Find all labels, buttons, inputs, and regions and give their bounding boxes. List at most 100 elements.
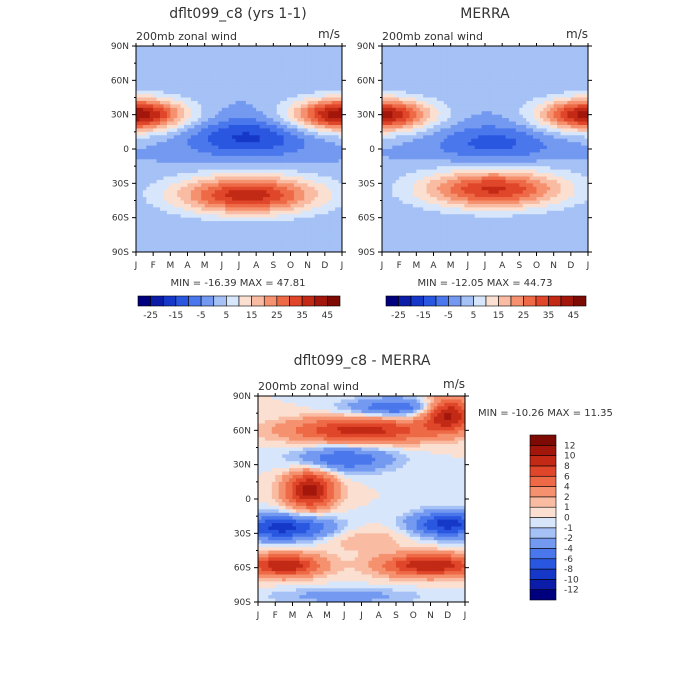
- field-cell: [321, 52, 326, 57]
- field-cell: [433, 87, 438, 92]
- field-cell: [136, 145, 140, 150]
- field-cell: [177, 104, 182, 109]
- field-cell: [184, 128, 188, 133]
- field-cell: [218, 162, 223, 167]
- field-cell: [153, 114, 157, 119]
- field-cell: [300, 166, 305, 170]
- field-cell: [252, 200, 257, 205]
- field-cell: [201, 66, 206, 71]
- field-cell: [324, 114, 329, 119]
- field-cell: [423, 214, 428, 219]
- field-cell: [450, 207, 455, 212]
- field-cell: [228, 231, 233, 236]
- field-cell: [142, 107, 147, 112]
- field-cell: [402, 56, 407, 61]
- field-cell: [184, 52, 188, 57]
- field-cell: [443, 162, 448, 167]
- field-cell: [252, 169, 257, 174]
- field-cell: [177, 59, 182, 64]
- field-cell: [252, 159, 257, 164]
- field-cell: [335, 227, 339, 232]
- field-cell: [283, 63, 288, 67]
- colorbar-swatch: [289, 295, 303, 307]
- field-cell: [180, 56, 185, 61]
- field-cell: [256, 76, 260, 81]
- field-cell: [177, 90, 182, 95]
- field-cell: [259, 59, 264, 64]
- field-cell: [297, 100, 302, 105]
- field-cell: [204, 46, 209, 50]
- field-cell: [153, 100, 157, 105]
- field-cell: [328, 149, 333, 153]
- field-cell: [146, 173, 151, 177]
- field-cell: [399, 70, 403, 74]
- field-cell: [276, 59, 281, 64]
- field-cell: [242, 207, 247, 212]
- field-cell: [228, 49, 233, 54]
- field-cell: [273, 138, 278, 143]
- field-cell: [433, 152, 438, 157]
- field-cell: [146, 94, 151, 98]
- field-cell: [423, 210, 428, 215]
- field-cell: [256, 52, 260, 57]
- field-cell: [324, 80, 329, 85]
- field-cell: [153, 49, 157, 54]
- field-cell: [218, 190, 223, 195]
- field-cell: [221, 207, 226, 212]
- field-cell: [385, 217, 390, 222]
- field-cell: [259, 197, 264, 201]
- field-cell: [184, 104, 188, 109]
- field-cell: [232, 138, 236, 143]
- field-cell: [142, 114, 147, 119]
- field-cell: [245, 128, 250, 133]
- field-cell: [335, 224, 339, 229]
- field-cell: [187, 217, 192, 222]
- field-cell: [311, 145, 315, 150]
- field-cell: [399, 90, 403, 95]
- field-cell: [190, 183, 195, 188]
- field-cell: [263, 245, 267, 249]
- field-cell: [225, 197, 230, 201]
- field-cell: [402, 87, 407, 92]
- field-cell: [314, 217, 319, 222]
- field-cell: [317, 94, 322, 98]
- field-cell: [228, 186, 233, 191]
- field-cell: [218, 179, 223, 184]
- field-cell: [450, 176, 455, 181]
- field-cell: [388, 166, 393, 170]
- field-cell: [382, 207, 386, 212]
- field-cell: [218, 83, 223, 88]
- field-cell: [156, 207, 161, 212]
- field-cell: [402, 76, 407, 81]
- field-cell: [160, 73, 164, 78]
- field-cell: [214, 183, 219, 188]
- field-cell: [266, 245, 271, 249]
- field-cell: [136, 118, 140, 122]
- field-cell: [290, 76, 295, 81]
- field-cell: [149, 159, 154, 164]
- field-cell: [392, 128, 397, 133]
- field-cell: [317, 87, 322, 92]
- field-cell: [214, 131, 219, 136]
- field-cell: [338, 145, 343, 150]
- field-cell: [392, 107, 397, 112]
- field-cell: [163, 231, 168, 236]
- field-cell: [290, 197, 295, 201]
- field-cell: [402, 107, 407, 112]
- field-cell: [242, 66, 247, 71]
- field-cell: [184, 245, 188, 249]
- field-cell: [454, 142, 458, 146]
- field-cell: [269, 227, 274, 232]
- field-cell: [447, 238, 452, 243]
- field-cell: [214, 56, 219, 61]
- field-cell: [388, 114, 393, 119]
- field-cell: [388, 66, 393, 71]
- field-cell: [218, 227, 223, 232]
- field-cell: [392, 217, 397, 222]
- field-cell: [214, 159, 219, 164]
- field-cell: [259, 155, 264, 160]
- field-cell: [328, 56, 333, 61]
- field-cell: [136, 203, 140, 208]
- field-cell: [314, 173, 319, 177]
- field-cell: [406, 149, 410, 153]
